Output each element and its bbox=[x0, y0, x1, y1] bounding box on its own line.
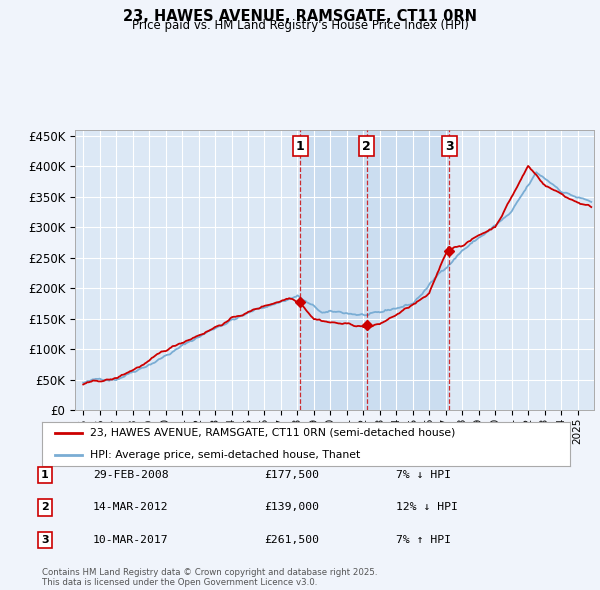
Text: 10-MAR-2017: 10-MAR-2017 bbox=[93, 535, 169, 545]
Text: HPI: Average price, semi-detached house, Thanet: HPI: Average price, semi-detached house,… bbox=[89, 450, 360, 460]
Bar bbox=[300, 130, 449, 410]
Text: 1: 1 bbox=[296, 140, 304, 153]
Text: 2: 2 bbox=[41, 503, 49, 512]
Text: 12% ↓ HPI: 12% ↓ HPI bbox=[396, 503, 458, 512]
Text: 3: 3 bbox=[41, 535, 49, 545]
Text: 2: 2 bbox=[362, 140, 371, 153]
Text: 7% ↓ HPI: 7% ↓ HPI bbox=[396, 470, 451, 480]
Text: 3: 3 bbox=[445, 140, 454, 153]
Text: Price paid vs. HM Land Registry's House Price Index (HPI): Price paid vs. HM Land Registry's House … bbox=[131, 19, 469, 32]
Text: 23, HAWES AVENUE, RAMSGATE, CT11 0RN (semi-detached house): 23, HAWES AVENUE, RAMSGATE, CT11 0RN (se… bbox=[89, 428, 455, 438]
Text: Contains HM Land Registry data © Crown copyright and database right 2025.: Contains HM Land Registry data © Crown c… bbox=[42, 568, 377, 577]
Text: 1: 1 bbox=[41, 470, 49, 480]
Text: £177,500: £177,500 bbox=[264, 470, 319, 480]
Text: £139,000: £139,000 bbox=[264, 503, 319, 512]
Text: 23, HAWES AVENUE, RAMSGATE, CT11 0RN: 23, HAWES AVENUE, RAMSGATE, CT11 0RN bbox=[123, 9, 477, 24]
Text: £261,500: £261,500 bbox=[264, 535, 319, 545]
Text: This data is licensed under the Open Government Licence v3.0.: This data is licensed under the Open Gov… bbox=[42, 578, 317, 587]
Text: 29-FEB-2008: 29-FEB-2008 bbox=[93, 470, 169, 480]
Text: 14-MAR-2012: 14-MAR-2012 bbox=[93, 503, 169, 512]
Text: 7% ↑ HPI: 7% ↑ HPI bbox=[396, 535, 451, 545]
